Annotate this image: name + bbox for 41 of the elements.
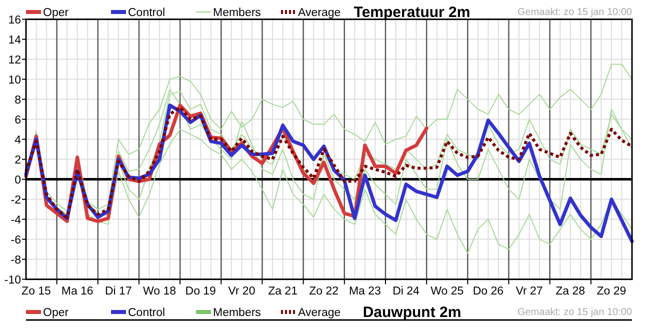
legend-label: Control [128,7,166,19]
y-tick-label: -8 [10,254,21,266]
y-tick-label: -4 [10,214,22,226]
legend-label: Average [298,307,341,319]
x-tick-label: Za 28 [556,285,586,298]
y-tick-label: 14 [8,34,22,46]
x-tick-label: Ma 23 [348,285,381,298]
x-tick-label: Wo 18 [143,285,176,298]
y-tick-label: 0 [14,174,21,186]
x-tick-label: Wo 25 [430,285,464,298]
legend-label: Members [213,7,262,19]
legend-label: Average [298,7,341,19]
legend-label: Members [213,307,262,319]
x-tick-label: Zo 29 [596,285,626,298]
y-tick-label: -10 [4,274,21,286]
legend-label: Control [128,307,166,319]
text: Gemaakt: zo 15 jan 10:00 [517,307,632,318]
chart-title: Temperatuur 2m [354,4,470,21]
y-tick-label: 12 [8,54,21,66]
x-tick-label: Do 19 [185,285,216,298]
x-tick-label: Di 17 [105,285,132,298]
legend-label: Oper [43,7,69,19]
x-tick-label: Di 24 [392,285,420,298]
text: Dauwpunt 2m [362,304,462,321]
legend-label: Oper [43,307,69,319]
x-tick-label: Zo 22 [309,285,339,298]
x-tick-label: Zo 15 [22,285,51,298]
y-tick-label: 6 [14,114,21,126]
x-tick-label: Do 26 [472,285,504,298]
x-tick-label: Vr 27 [516,285,543,298]
y-tick-label: 4 [14,134,22,146]
y-tick-label: 16 [8,14,21,26]
text: Gemaakt: zo 15 jan 10:00 [517,7,632,18]
y-tick-label: 10 [8,74,21,86]
x-tick-label: Za 21 [268,285,298,298]
x-tick-label: Vr 20 [228,285,256,298]
y-tick-label: 8 [14,94,21,106]
x-tick-label: Ma 16 [61,285,94,298]
y-tick-label: 2 [14,154,21,166]
y-tick-label: -6 [10,234,21,246]
y-tick-label: -2 [10,194,21,206]
